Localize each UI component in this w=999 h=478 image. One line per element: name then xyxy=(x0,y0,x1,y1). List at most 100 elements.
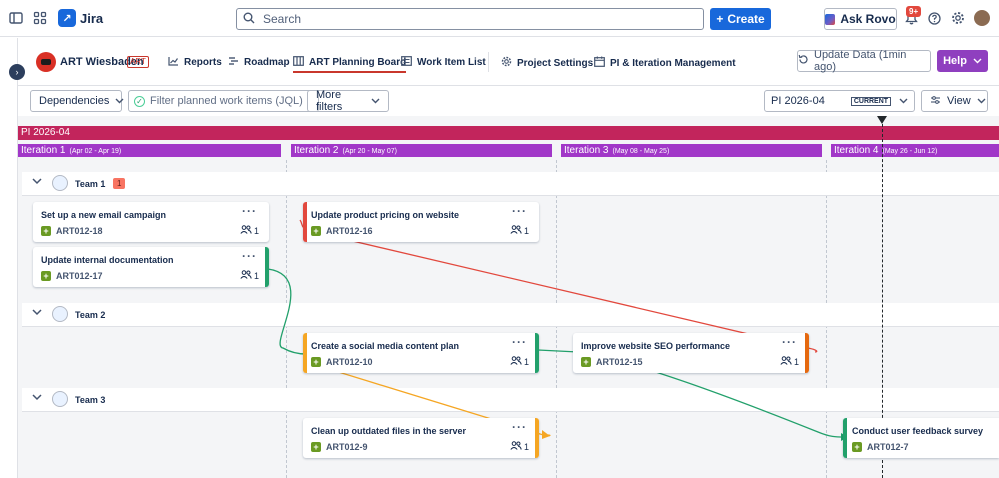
card-title: Conduct user feedback survey xyxy=(852,426,984,436)
project-avatar xyxy=(36,52,56,72)
dependencies-dropdown[interactable]: Dependencies xyxy=(30,90,124,112)
dependency-stripe-right[interactable] xyxy=(805,333,809,373)
work-item-card-art012-15[interactable]: Improve website SEO performance ··· + AR… xyxy=(573,333,809,373)
project-type-badge: ART xyxy=(127,56,149,68)
work-item-card-art012-7[interactable]: Conduct user feedback survey + ART012-7 xyxy=(843,418,999,458)
board-icon xyxy=(293,56,304,69)
update-data-button[interactable]: Update Data (1min ago) xyxy=(797,49,931,73)
check-circle-icon: ✓ xyxy=(134,95,145,107)
iteration-1-bar: Iteration 1 (Apr 02 - Apr 19) xyxy=(18,144,281,157)
gear-icon xyxy=(501,56,512,70)
card-key[interactable]: ART012-18 xyxy=(56,226,103,236)
today-marker-icon xyxy=(877,116,887,124)
iteration-label: Iteration 4 xyxy=(834,145,879,156)
work-item-card-art012-10[interactable]: Create a social media content plan ··· +… xyxy=(303,333,539,373)
jql-filter-input[interactable] xyxy=(150,95,315,107)
pi-select-value: PI 2026-04 xyxy=(771,95,825,107)
tab-project-settings[interactable]: Project Settings xyxy=(501,56,593,70)
help-button[interactable]: Help xyxy=(937,50,988,72)
expand-sidebar-chevron-icon[interactable]: › xyxy=(9,64,25,80)
card-key[interactable]: ART012-7 xyxy=(867,442,909,452)
ask-rovo-button[interactable]: Ask Rovo xyxy=(824,8,897,30)
more-actions-icon[interactable]: ··· xyxy=(242,204,257,218)
current-tag: CURRENT xyxy=(850,96,892,106)
tab-label: Project Settings xyxy=(517,57,594,69)
app-switcher-icon[interactable] xyxy=(31,9,49,27)
card-key[interactable]: ART012-17 xyxy=(56,271,103,281)
pi-select[interactable]: PI 2026-04 CURRENT xyxy=(764,90,915,112)
dependency-stripe-left[interactable] xyxy=(303,202,307,242)
more-actions-icon[interactable]: ··· xyxy=(512,335,527,349)
dependency-stripe-left[interactable] xyxy=(843,418,847,458)
sidebar-toggle-icon[interactable] xyxy=(7,9,25,27)
more-actions-icon[interactable]: ··· xyxy=(782,335,797,349)
tab-reports[interactable]: Reports xyxy=(168,56,222,69)
more-actions-icon[interactable]: ··· xyxy=(512,420,527,434)
project-header: ART Wiesbaden ART Reports Roadmap ART Pl… xyxy=(18,38,999,86)
help-icon[interactable] xyxy=(925,9,943,27)
tab-divider xyxy=(488,52,489,72)
tab-roadmap[interactable]: Roadmap xyxy=(228,56,290,69)
chevron-down-icon[interactable] xyxy=(32,177,42,188)
card-key[interactable]: ART012-10 xyxy=(326,357,373,367)
card-title: Update internal documentation xyxy=(41,255,174,265)
team-name: Team 3 xyxy=(75,395,106,405)
create-button[interactable]: + Create xyxy=(710,8,771,30)
people-icon xyxy=(240,225,252,236)
user-avatar[interactable] xyxy=(974,10,990,26)
chevron-down-icon xyxy=(115,95,124,107)
card-title: Create a social media content plan xyxy=(311,341,460,351)
work-item-card-art012-18[interactable]: Set up a new email campaign ··· + ART012… xyxy=(33,202,269,242)
more-filters-dropdown[interactable]: More filters xyxy=(307,89,389,113)
search-input[interactable] xyxy=(263,12,683,26)
planning-board: PI 2026-04 Iteration 1 (Apr 02 - Apr 19) … xyxy=(18,116,999,478)
card-title: Improve website SEO performance xyxy=(581,341,731,351)
assignees-count: 1 xyxy=(240,270,259,281)
team-row-2[interactable]: Team 2 xyxy=(22,303,999,327)
dependency-stripe-right[interactable] xyxy=(535,418,539,458)
chevron-down-icon[interactable] xyxy=(32,393,42,404)
card-key[interactable]: ART012-9 xyxy=(326,442,368,452)
jira-logo-icon[interactable]: ↗ xyxy=(58,9,76,27)
project-name[interactable]: ART Wiesbaden xyxy=(60,56,144,68)
work-item-card-art012-17[interactable]: Update internal documentation ··· + ART0… xyxy=(33,247,269,287)
chart-icon xyxy=(168,56,179,69)
iteration-dates: (Apr 20 - May 07) xyxy=(342,148,397,155)
story-type-icon: + xyxy=(41,226,51,236)
iteration-label: Iteration 1 xyxy=(21,145,66,156)
notifications-badge: 9+ xyxy=(906,6,922,17)
chevron-down-icon[interactable] xyxy=(32,308,42,319)
team-row-1[interactable]: Team 1 1 xyxy=(22,172,999,196)
card-key[interactable]: ART012-16 xyxy=(326,226,373,236)
team-row-3[interactable]: Team 3 xyxy=(22,388,999,412)
calendar-icon xyxy=(594,56,605,70)
tab-work-item-list[interactable]: Work Item List xyxy=(401,56,486,69)
people-icon xyxy=(510,225,522,236)
more-actions-icon[interactable]: ··· xyxy=(512,204,527,218)
settings-gear-icon[interactable] xyxy=(949,9,967,27)
view-label: View xyxy=(947,95,971,107)
iteration-dates: (May 08 - May 25) xyxy=(612,148,670,155)
filter-bar: Dependencies ✓ More filters PI 2026-04 C… xyxy=(18,86,999,116)
iteration-2-bar: Iteration 2 (Apr 20 - May 07) xyxy=(291,144,552,157)
people-icon xyxy=(780,356,792,367)
tab-art-planning-board[interactable]: ART Planning Board xyxy=(293,56,407,73)
work-item-card-art012-16[interactable]: Update product pricing on website ··· + … xyxy=(303,202,539,242)
tab-label: Roadmap xyxy=(244,57,290,68)
tab-pi-iteration-management[interactable]: PI & Iteration Management xyxy=(594,56,736,70)
card-key[interactable]: ART012-15 xyxy=(596,357,643,367)
more-filters-label: More filters xyxy=(316,89,343,113)
jql-filter[interactable]: ✓ xyxy=(128,90,319,112)
dependency-stripe-right[interactable] xyxy=(535,333,539,373)
today-line xyxy=(882,124,883,478)
arrow-head-icon xyxy=(542,430,550,439)
team-avatar xyxy=(52,306,68,322)
dependency-stripe-left[interactable] xyxy=(303,333,307,373)
search-box[interactable] xyxy=(236,8,704,30)
more-actions-icon[interactable]: ··· xyxy=(242,249,257,263)
dependency-stripe-right[interactable] xyxy=(265,247,269,287)
app-name[interactable]: Jira xyxy=(80,11,104,26)
view-dropdown[interactable]: View xyxy=(921,90,988,112)
work-item-card-art012-9[interactable]: Clean up outdated files in the server ··… xyxy=(303,418,539,458)
assignees-count: 1 xyxy=(510,225,529,236)
